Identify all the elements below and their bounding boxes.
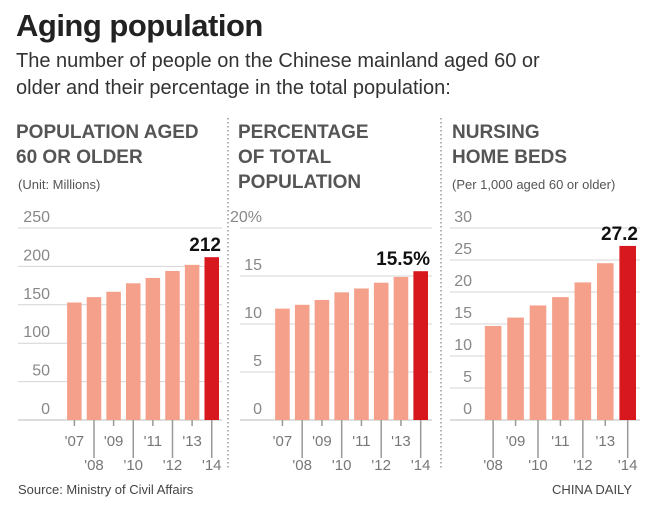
bar-11 — [552, 297, 569, 420]
bar-10 — [334, 292, 349, 420]
chart1-title-line: 60 OR OLDER — [16, 147, 143, 168]
bar-14 — [204, 257, 219, 420]
x-tick-label: '09 — [506, 433, 526, 450]
chart1-title-line: POPULATION AGED — [16, 122, 199, 143]
bar-12 — [574, 282, 592, 420]
bar-10 — [125, 283, 141, 420]
bar-08 — [86, 297, 102, 420]
bar-08 — [484, 325, 502, 420]
y-tick-label: 0 — [41, 401, 50, 418]
x-tick-label: '08 — [84, 457, 104, 474]
y-tick-label: 25 — [454, 241, 472, 258]
bar-09 — [314, 300, 330, 420]
bar-10 — [529, 305, 547, 420]
y-tick-label: 15 — [454, 305, 472, 322]
x-tick-label: '14 — [618, 457, 638, 474]
data-label: 15.5% — [376, 249, 430, 270]
x-tick-label: '11 — [551, 433, 569, 450]
y-tick-label: 10 — [244, 305, 262, 322]
y-tick-label: 250 — [23, 209, 50, 226]
bar-14 — [413, 271, 428, 420]
x-tick-label: '07 — [65, 433, 85, 450]
y-tick-label: 200 — [23, 247, 50, 264]
x-tick-label: '08 — [292, 457, 312, 474]
y-tick-label: 100 — [23, 324, 50, 341]
x-tick-label: '13 — [182, 433, 202, 450]
chart2-title-line: POPULATION — [238, 172, 362, 193]
bar-13 — [596, 263, 614, 420]
data-label: 212 — [189, 235, 221, 256]
bar-09 — [106, 291, 121, 420]
y-tick-label: 5 — [253, 353, 262, 370]
x-tick-label: '11 — [352, 433, 370, 450]
x-tick-label: '14 — [411, 457, 431, 474]
bar-09 — [507, 317, 524, 420]
bar-12 — [373, 282, 389, 420]
chart2-title-line: PERCENTAGE — [238, 122, 369, 143]
y-tick-label: 150 — [23, 286, 50, 303]
y-tick-label: 50 — [32, 363, 50, 380]
x-tick-label: '08 — [483, 457, 503, 474]
x-tick-label: '10 — [123, 457, 143, 474]
bar-12 — [165, 271, 180, 420]
chart3-title-line: HOME BEDS — [452, 147, 568, 168]
x-tick-label: '12 — [573, 457, 593, 474]
x-tick-label: '13 — [595, 433, 615, 450]
y-tick-label: 0 — [463, 401, 472, 418]
bar-08 — [294, 304, 310, 420]
chart2-title: PERCENTAGE OF TOTAL POPULATION — [238, 120, 369, 195]
y-tick-label: 20 — [454, 273, 472, 290]
chart1-unit: (Unit: Millions) — [18, 177, 101, 192]
x-tick-label: '12 — [371, 457, 391, 474]
bar-07 — [67, 302, 82, 420]
x-tick-label: '10 — [528, 457, 548, 474]
chart3-title: NURSING HOME BEDS — [452, 120, 567, 170]
data-label: 27.2 — [601, 224, 638, 245]
x-tick-label: '10 — [332, 457, 352, 474]
source-note: Source: Ministry of Civil Affairs — [18, 482, 194, 497]
chart3-title-line: NURSING — [452, 122, 540, 143]
subtitle-line-1: The number of people on the Chinese main… — [16, 50, 540, 72]
y-tick-label: 5 — [463, 369, 472, 386]
y-tick-label: 20% — [230, 209, 262, 226]
x-tick-label: '13 — [391, 433, 411, 450]
page-title: Aging population — [16, 8, 263, 43]
subtitle-line-2: older and their percentage in the total … — [16, 77, 451, 99]
x-tick-label: '09 — [104, 433, 124, 450]
y-tick-label: 0 — [253, 401, 262, 418]
chart3-unit: (Per 1,000 aged 60 or older) — [452, 177, 616, 192]
bar-11 — [354, 288, 369, 420]
y-tick-label: 15 — [244, 257, 262, 274]
x-tick-label: '07 — [273, 433, 293, 450]
y-tick-label: 30 — [454, 209, 472, 226]
bar-11 — [145, 277, 161, 420]
bar-13 — [393, 276, 409, 420]
x-tick-label: '14 — [202, 457, 222, 474]
chart1-title: POPULATION AGED 60 OR OLDER — [16, 120, 199, 170]
bar-13 — [184, 264, 200, 420]
x-tick-label: '11 — [144, 433, 162, 450]
bar-14 — [619, 245, 636, 420]
credit: CHINA DAILY — [552, 482, 632, 497]
bar-07 — [275, 308, 290, 420]
y-tick-label: 10 — [454, 337, 472, 354]
x-tick-label: '09 — [312, 433, 332, 450]
x-tick-label: '12 — [163, 457, 183, 474]
chart2-title-line: OF TOTAL — [238, 147, 332, 168]
